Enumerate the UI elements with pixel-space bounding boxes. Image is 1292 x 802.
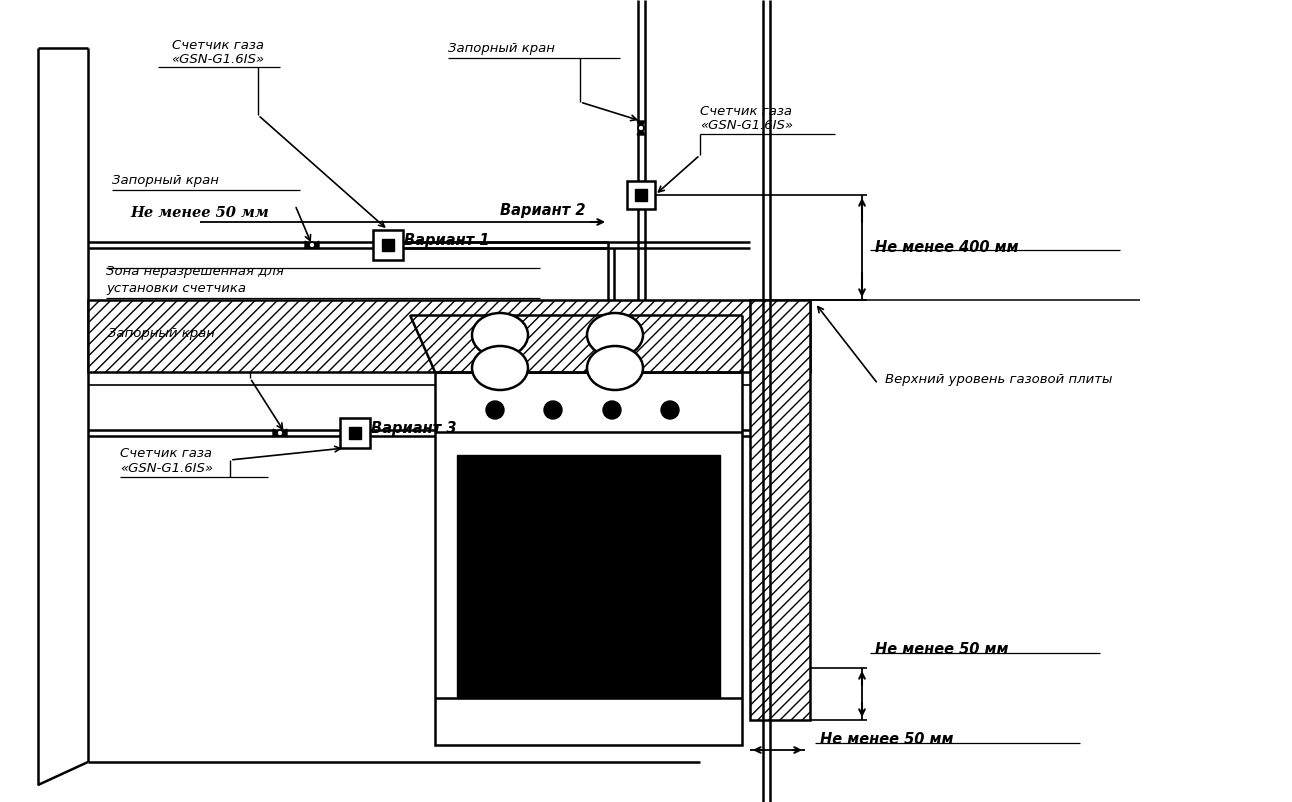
Text: Запорный кран: Запорный кран [109,327,214,340]
Circle shape [662,401,680,419]
Bar [435,372,742,745]
Bar [373,230,403,260]
Text: установки счетчика: установки счетчика [106,282,245,295]
Text: Вариант 3: Вариант 3 [371,422,456,436]
Bar [349,427,362,439]
Text: Запорный кран: Запорный кран [112,174,218,187]
Text: «GSN-G1.6IS»: «GSN-G1.6IS» [120,462,213,475]
Circle shape [486,401,504,419]
Text: Не менее 400 мм: Не менее 400 мм [875,241,1018,256]
Polygon shape [305,241,311,249]
Text: Счетчик газа: Счетчик газа [120,447,212,460]
Text: Запорный кран: Запорный кран [448,42,554,55]
Ellipse shape [587,313,643,357]
Text: «GSN-G1.6IS»: «GSN-G1.6IS» [700,119,793,132]
Text: Не менее 50 мм: Не менее 50 мм [820,732,953,747]
Circle shape [276,430,283,436]
Polygon shape [311,241,319,249]
Bar [457,455,720,698]
Ellipse shape [472,313,528,357]
Circle shape [309,242,315,248]
Bar [749,300,810,720]
Text: Зона неразрешенная для: Зона неразрешенная для [106,265,284,278]
Circle shape [603,401,621,419]
Text: Вариант 2: Вариант 2 [500,202,585,217]
Bar [88,300,810,372]
Bar [381,239,394,251]
Text: Счетчик газа: Счетчик газа [700,105,792,118]
Text: Вариант 1: Вариант 1 [404,233,490,249]
Polygon shape [273,429,280,437]
Ellipse shape [472,346,528,390]
Text: Верхний уровень газовой плиты: Верхний уровень газовой плиты [885,374,1112,387]
Circle shape [638,125,643,131]
Text: «GSN-G1.6IS»: «GSN-G1.6IS» [172,53,265,66]
Polygon shape [280,429,287,437]
Circle shape [544,401,562,419]
Bar [636,189,647,200]
Ellipse shape [587,346,643,390]
Bar [627,181,655,209]
Polygon shape [637,128,645,135]
Polygon shape [637,121,645,128]
Bar [340,418,370,448]
Text: Не менее 50 мм: Не менее 50 мм [875,642,1009,658]
Text: Счетчик газа: Счетчик газа [172,39,264,52]
Text: Не менее 50 мм: Не менее 50 мм [130,206,269,220]
